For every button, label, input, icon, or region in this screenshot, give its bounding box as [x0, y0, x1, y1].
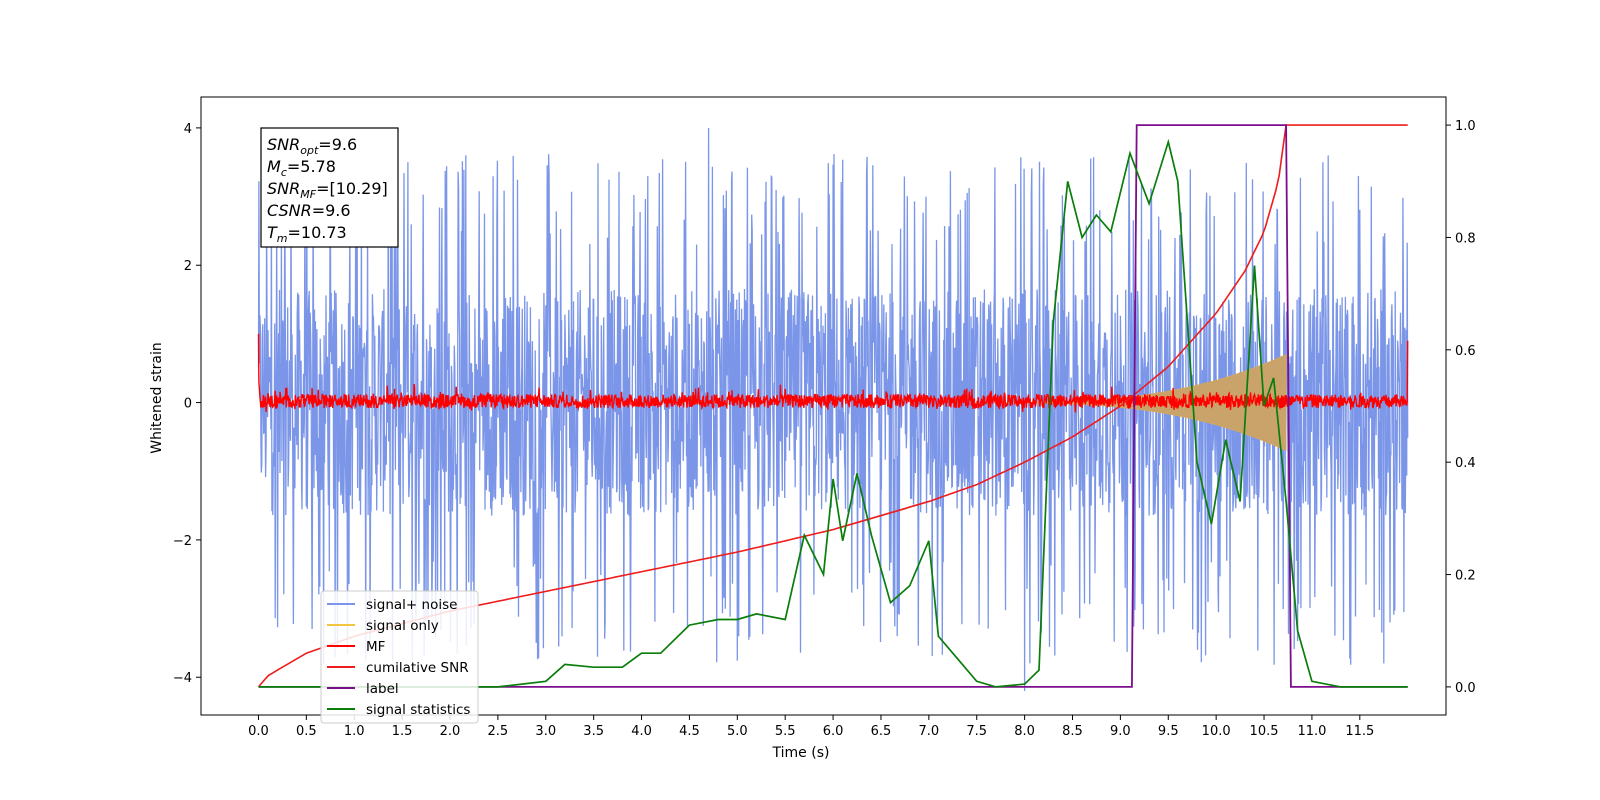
legend-label: signal+ noise — [366, 597, 457, 613]
info-box: SNRopt=9.6Mc=5.78SNRMF=[10.29]CSNR=9.6Tm… — [260, 127, 399, 248]
mf-line — [257, 333, 1409, 413]
info-symbol: SNR — [267, 179, 300, 198]
label-line — [258, 124, 1408, 688]
x-tick-label: 6.0 — [823, 724, 844, 739]
info-symbol: SNR — [267, 135, 300, 154]
info-subscript: m — [277, 232, 288, 245]
x-tick-label: 8.0 — [1014, 724, 1035, 739]
x-tick-label: 11.5 — [1345, 724, 1374, 739]
x-tick-label: 8.5 — [1062, 724, 1083, 739]
x-axis-label: Time (s) — [772, 745, 830, 761]
info-box-frame — [260, 127, 399, 248]
y2-tick-label: 0.2 — [1455, 569, 1476, 584]
y2-tick-label: 0.6 — [1455, 344, 1476, 359]
info-value: =9.6 — [318, 135, 357, 154]
info-symbol: CSNR — [267, 201, 312, 220]
x-tick-label: 7.5 — [966, 724, 987, 739]
x-tick-label: 10.0 — [1202, 724, 1231, 739]
x-tick-label: 11.0 — [1297, 724, 1326, 739]
legend: signal+ noise signal only MF cumilative SNR… — [320, 590, 479, 724]
x-tick-label: 4.5 — [679, 724, 700, 739]
legend-label: signal statistics — [366, 702, 470, 718]
y2-tick-label: 0.8 — [1455, 231, 1476, 246]
info-line: Mc=5.78 — [267, 157, 336, 179]
info-value: =9.6 — [312, 201, 351, 220]
y-tick-label: −4 — [173, 671, 192, 686]
y-tick-label: 2 — [184, 259, 192, 274]
legend-label: MF — [366, 639, 385, 655]
y-tick-label: 0 — [184, 397, 192, 412]
info-line: CSNR=9.6 — [267, 201, 351, 220]
x-tick-label: 4.0 — [631, 724, 652, 739]
info-subscript: opt — [300, 144, 319, 157]
legend-label: cumilative SNR — [366, 660, 469, 676]
legend-frame — [320, 590, 479, 724]
x-tick-label: 0.5 — [296, 724, 317, 739]
x-tick-label: 2.5 — [488, 724, 509, 739]
y-tick-label: 4 — [184, 122, 192, 137]
info-subscript: MF — [300, 188, 316, 201]
x-tick-label: 3.5 — [583, 724, 604, 739]
info-line: Tm=10.73 — [267, 223, 347, 245]
info-subscript: c — [281, 166, 287, 179]
axes-frame — [200, 96, 1447, 716]
x-tick-label: 1.0 — [344, 724, 365, 739]
signal-statistics-line — [258, 138, 1408, 688]
x-tick-label: 7.0 — [919, 724, 940, 739]
x-tick-label: 6.5 — [871, 724, 892, 739]
y2-tick-label: 0.4 — [1455, 456, 1476, 471]
x-tick-label: 5.0 — [727, 724, 748, 739]
info-symbol: M — [267, 157, 281, 176]
info-line: SNRMF=[10.29] — [267, 179, 388, 201]
y-axis-label: Whitened strain — [149, 342, 165, 453]
x-tick-label: 9.5 — [1158, 724, 1179, 739]
x-tick-label: 9.0 — [1110, 724, 1131, 739]
y2-tick-label: 0.0 — [1455, 681, 1476, 696]
info-value: =[10.29] — [316, 179, 388, 198]
info-line: SNRopt=9.6 — [267, 135, 357, 157]
legend-label: signal only — [366, 618, 439, 634]
x-tick-label: 10.5 — [1250, 724, 1279, 739]
legend-label: label — [366, 681, 399, 697]
y2-tick-label: 1.0 — [1455, 119, 1476, 134]
info-symbol: T — [267, 223, 278, 242]
x-tick-label: 0.0 — [248, 724, 269, 739]
x-tick-label: 1.5 — [392, 724, 413, 739]
y-tick-label: −2 — [173, 534, 192, 549]
info-value: =10.73 — [288, 223, 347, 242]
x-tick-label: 5.5 — [775, 724, 796, 739]
x-tick-label: 2.0 — [440, 724, 461, 739]
x-tick-label: 3.0 — [535, 724, 556, 739]
info-value: =5.78 — [287, 157, 336, 176]
